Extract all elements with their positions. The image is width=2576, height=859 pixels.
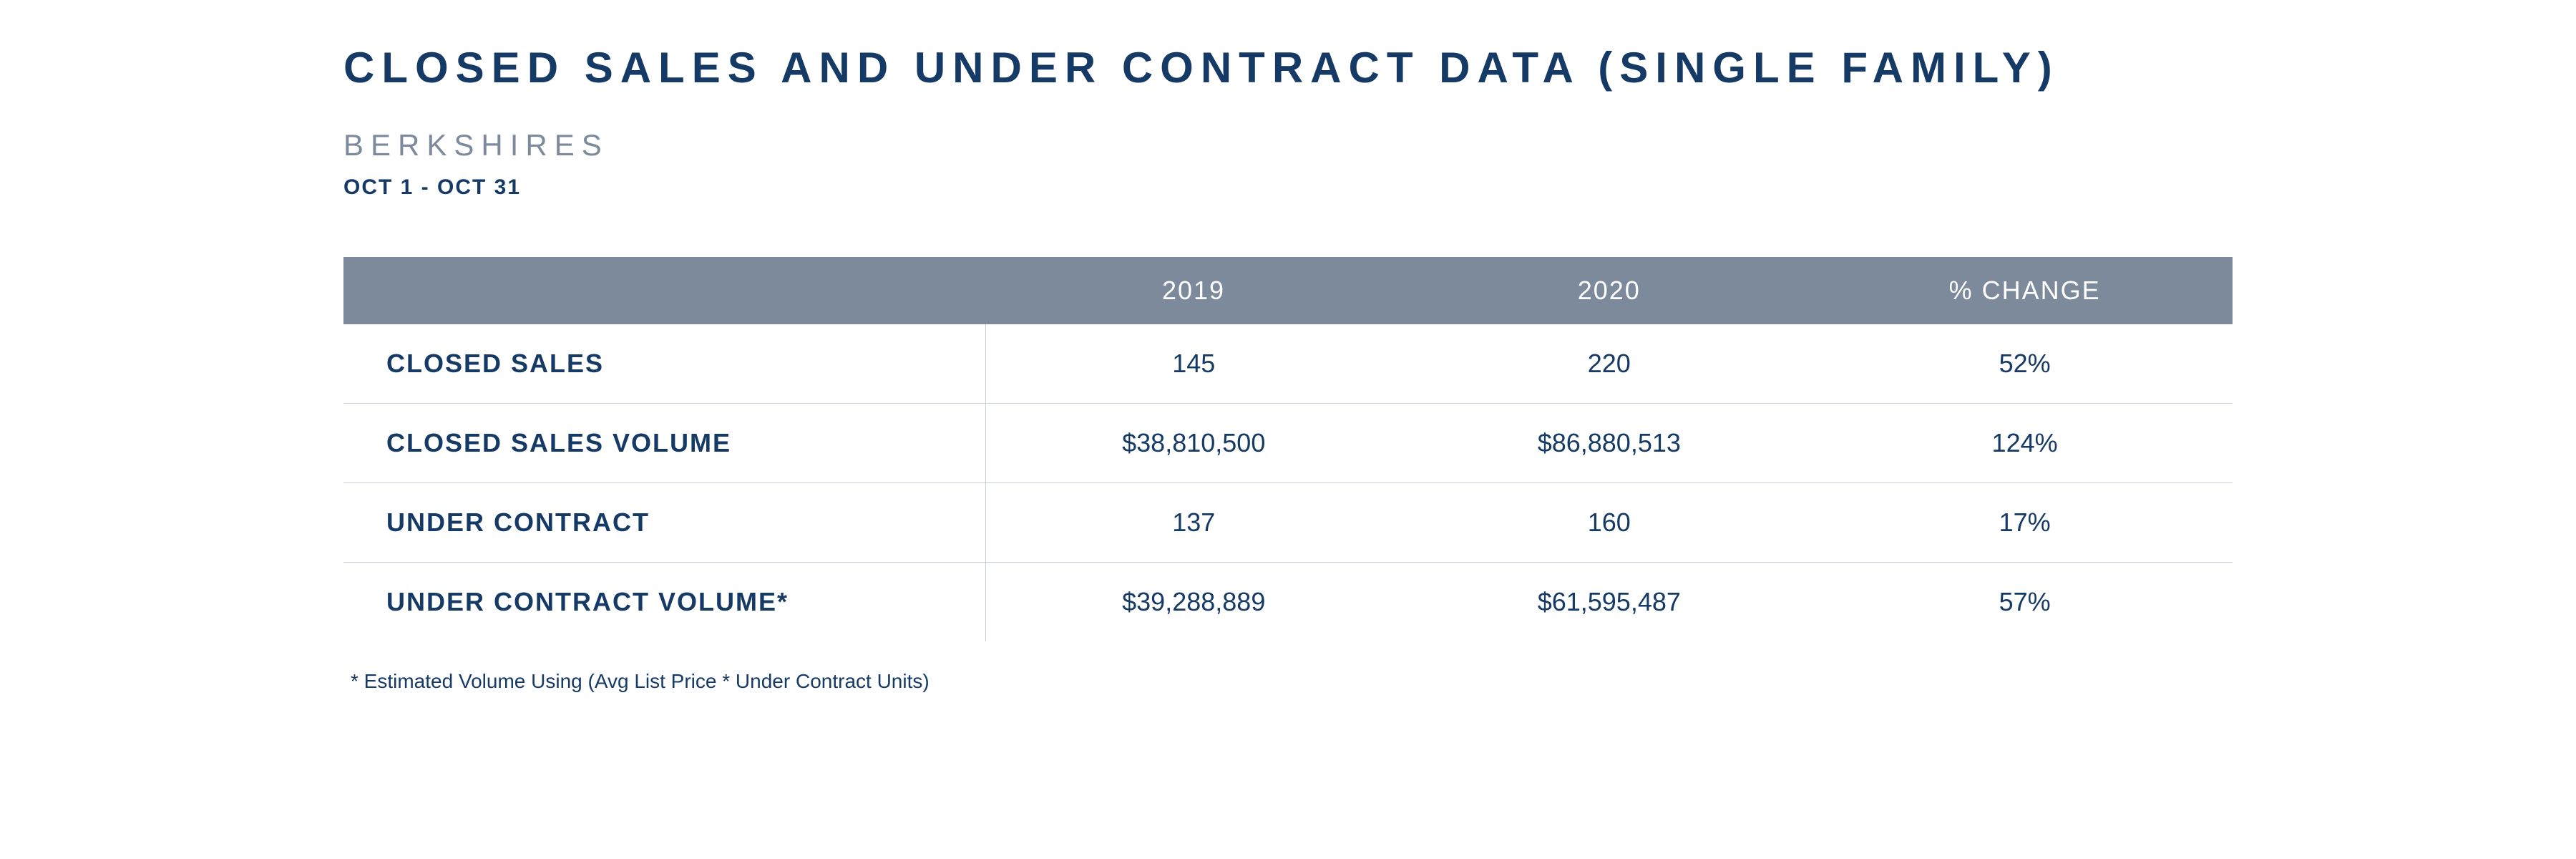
col-header-change: % CHANGE <box>1817 257 2233 324</box>
region-subtitle: BERKSHIRES <box>343 128 2233 162</box>
cell-2020: 220 <box>1401 324 1817 404</box>
footnote: * Estimated Volume Using (Avg List Price… <box>343 670 2233 693</box>
table-header-row: 2019 2020 % CHANGE <box>343 257 2233 324</box>
cell-2020: $61,595,487 <box>1401 563 1817 642</box>
cell-2019: 137 <box>986 483 1402 563</box>
cell-change: 17% <box>1817 483 2233 563</box>
table-row: UNDER CONTRACT 137 160 17% <box>343 483 2233 563</box>
table-row: CLOSED SALES 145 220 52% <box>343 324 2233 404</box>
cell-2019: $39,288,889 <box>986 563 1402 642</box>
cell-change: 124% <box>1817 404 2233 483</box>
table-row: UNDER CONTRACT VOLUME* $39,288,889 $61,5… <box>343 563 2233 642</box>
page-title: CLOSED SALES AND UNDER CONTRACT DATA (SI… <box>343 43 2233 92</box>
row-label: CLOSED SALES VOLUME <box>343 404 986 483</box>
row-label: UNDER CONTRACT <box>343 483 986 563</box>
cell-change: 57% <box>1817 563 2233 642</box>
cell-2019: $38,810,500 <box>986 404 1402 483</box>
cell-2019: 145 <box>986 324 1402 404</box>
cell-2020: $86,880,513 <box>1401 404 1817 483</box>
col-header-2020: 2020 <box>1401 257 1817 324</box>
date-range: OCT 1 - OCT 31 <box>343 175 2233 200</box>
sales-table: 2019 2020 % CHANGE CLOSED SALES 145 220 … <box>343 257 2233 641</box>
cell-change: 52% <box>1817 324 2233 404</box>
table-row: CLOSED SALES VOLUME $38,810,500 $86,880,… <box>343 404 2233 483</box>
row-label: UNDER CONTRACT VOLUME* <box>343 563 986 642</box>
col-header-blank <box>343 257 986 324</box>
col-header-2019: 2019 <box>986 257 1402 324</box>
cell-2020: 160 <box>1401 483 1817 563</box>
row-label: CLOSED SALES <box>343 324 986 404</box>
